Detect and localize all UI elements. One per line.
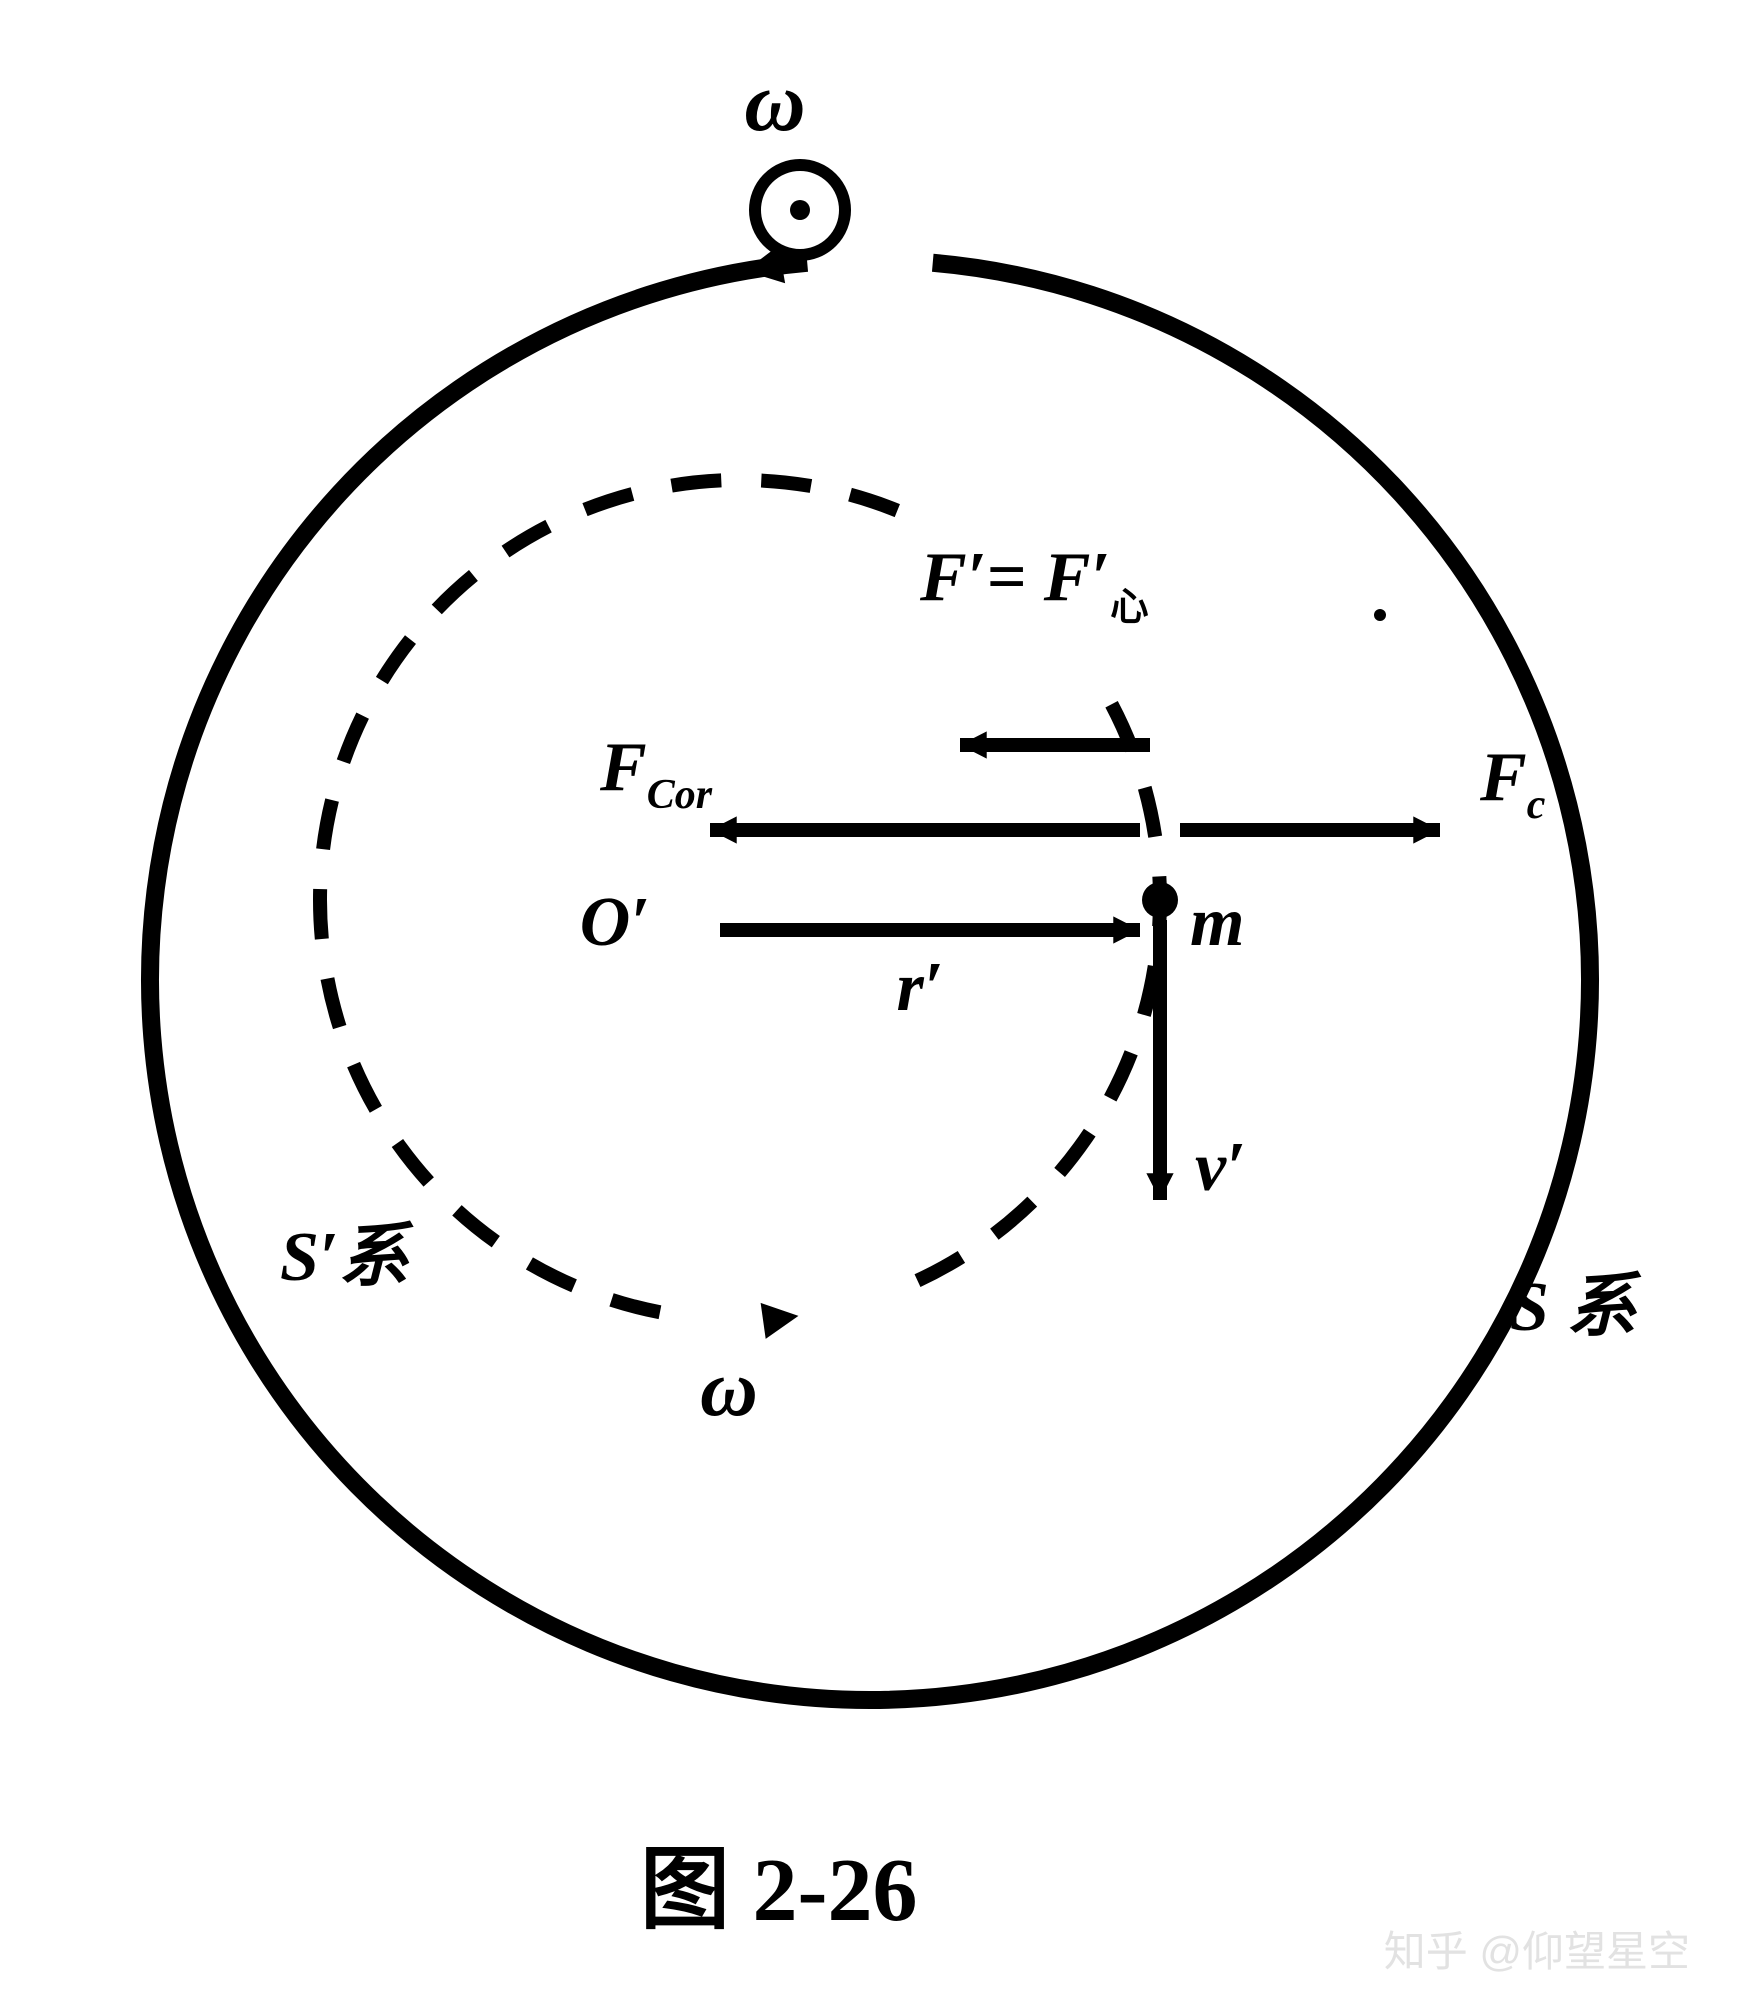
svg-text:O′: O′ [580, 884, 650, 961]
physics-diagram-svg: ω ω O′ m r′ FCor F′= F′心 Fc v′ S 系 S′系图 2-26 [0, 0, 1750, 2009]
svg-text:ω: ω [744, 55, 805, 149]
watermark-text: 知乎 @仰望星空 [1384, 1918, 1690, 1979]
svg-text:F′= F′心: F′= F′心 [919, 539, 1149, 629]
svg-text:v′: v′ [1195, 1129, 1246, 1206]
svg-text:r′: r′ [897, 949, 944, 1026]
svg-text:m: m [1190, 884, 1244, 961]
svg-text:S 系: S 系 [1510, 1269, 1642, 1346]
diagram-container: ω ω O′ m r′ FCor F′= F′心 Fc v′ S 系 S′系图 2-26 知乎 @仰… [0, 0, 1750, 2009]
svg-text:ω: ω [700, 1345, 758, 1433]
svg-text:Fc: Fc [1479, 739, 1546, 828]
svg-text:图 2-26: 图 2-26 [640, 1841, 917, 1940]
svg-text:S′系: S′系 [280, 1219, 415, 1296]
svg-text:FCor: FCor [599, 729, 713, 818]
